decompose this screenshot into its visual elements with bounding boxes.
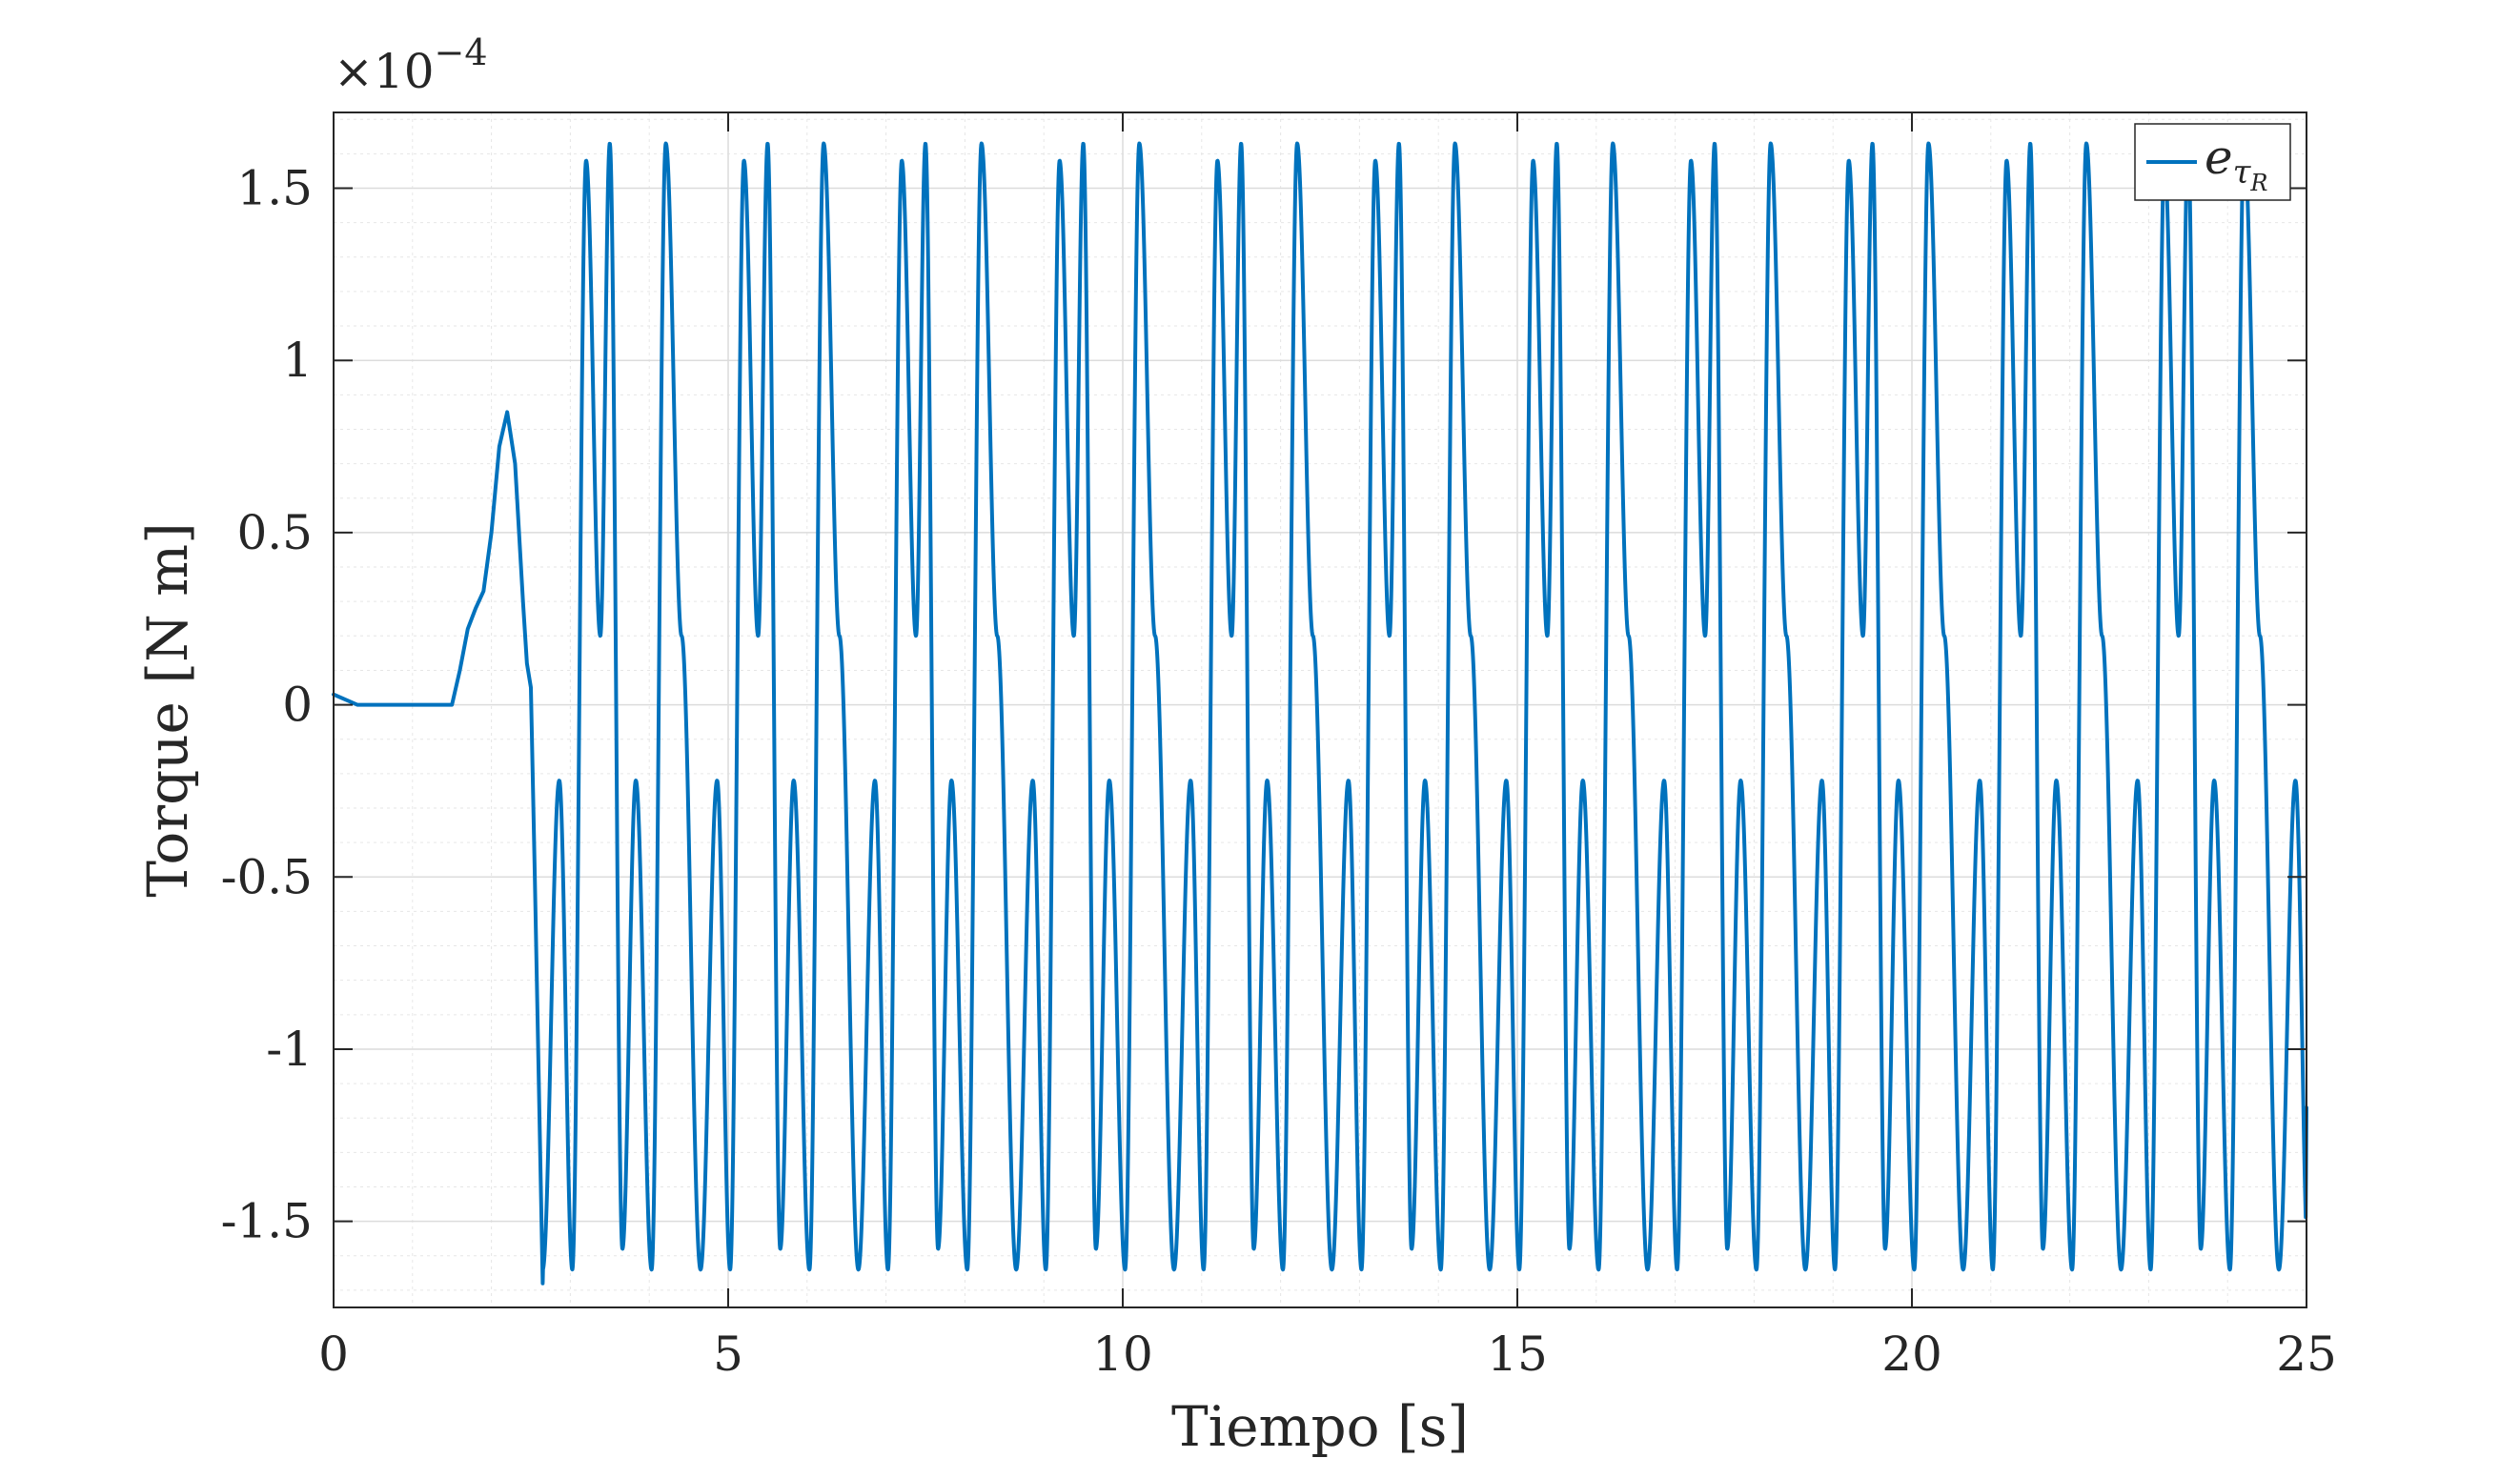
y-exponent-label: ×10−4 bbox=[334, 31, 488, 99]
y-tick-label: 1.5 bbox=[236, 161, 313, 216]
x-tick-label: 5 bbox=[713, 1326, 743, 1382]
y-exponent-power: −4 bbox=[435, 31, 488, 73]
y-tick-label: 0 bbox=[282, 678, 313, 733]
x-axis-ticks: 0 5 10 15 20 25 bbox=[318, 112, 2337, 1382]
x-tick-label: 10 bbox=[1092, 1326, 1153, 1382]
x-axis-label: Tiempo [s] bbox=[1171, 1394, 1469, 1458]
plot-frame bbox=[333, 111, 2307, 1308]
legend: eτR bbox=[2134, 123, 2291, 201]
legend-entry-sub: τ bbox=[2233, 153, 2252, 192]
x-tick-label: 15 bbox=[1487, 1326, 1548, 1382]
y-axis-ticks: 1.5 1 0.5 0 -0.5 -1 -1.5 bbox=[221, 161, 2307, 1249]
x-tick-label: 0 bbox=[318, 1326, 349, 1382]
y-axis-label: Torque [N m] bbox=[135, 522, 200, 898]
y-tick-label: 1 bbox=[282, 333, 313, 388]
y-tick-label: 0.5 bbox=[236, 505, 313, 560]
legend-entry-base: e bbox=[2205, 130, 2233, 185]
x-tick-label: 25 bbox=[2276, 1326, 2337, 1382]
legend-entry: eτR bbox=[2205, 130, 2267, 196]
series-line bbox=[332, 141, 2308, 1286]
series-layer bbox=[332, 141, 2308, 1286]
y-tick-label: -1.5 bbox=[221, 1194, 313, 1249]
y-tick-label: -0.5 bbox=[221, 849, 313, 904]
y-tick-label: -1 bbox=[266, 1022, 313, 1077]
x-tick-label: 20 bbox=[1881, 1326, 1942, 1382]
legend-entry-subsub: R bbox=[2249, 170, 2267, 196]
